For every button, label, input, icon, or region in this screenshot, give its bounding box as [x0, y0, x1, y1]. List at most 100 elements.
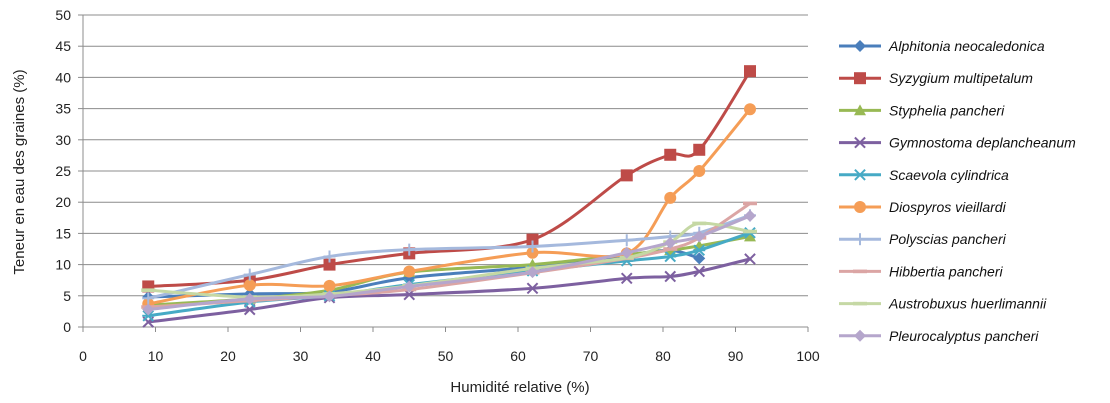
data-point — [403, 243, 416, 256]
axes: 0 5 10 15 20 25 30 35 40 45 50 0 10 20 30 40 50 60 70 80 90 1… — [55, 7, 819, 364]
data-point — [403, 265, 416, 278]
data-point — [526, 240, 539, 253]
data-point — [323, 250, 336, 263]
y-tick-label: 5 — [63, 288, 71, 304]
legend-entry: Gymnostoma deplancheanum — [839, 135, 1076, 151]
data-point — [664, 148, 677, 161]
data-point — [403, 280, 416, 293]
legend-entry: Scaevola cylindrica — [839, 167, 1009, 183]
y-tick-label: 50 — [55, 7, 71, 23]
data-point — [323, 290, 336, 303]
data-point — [526, 246, 539, 259]
y-tick-label: 0 — [63, 319, 71, 335]
y-tick-label: 35 — [55, 101, 71, 117]
x-tick-label: 10 — [148, 348, 164, 364]
legend-label: Styphelia pancheri — [889, 102, 1005, 118]
legend-entry: Austrobuxus huerlimannii — [839, 296, 1047, 312]
x-tick-label: 60 — [510, 348, 526, 364]
data-point — [526, 266, 539, 279]
x-tick-label: 40 — [365, 348, 381, 364]
series-line — [146, 107, 752, 306]
legend-marker — [854, 72, 866, 85]
series-lines — [141, 65, 757, 328]
x-tick-label: 80 — [655, 348, 671, 364]
legend-entry: Syzygium multipetalum — [839, 70, 1033, 86]
data-point-stroke — [620, 272, 633, 285]
legend-label: Alphitonia neocaledonica — [888, 38, 1045, 54]
x-tick-label: 100 — [796, 348, 820, 364]
data-point — [323, 258, 336, 271]
data-point — [663, 247, 678, 251]
legend-marker — [854, 201, 866, 213]
y-tick-label: 40 — [55, 69, 71, 85]
legend-marker — [854, 329, 866, 342]
data-point — [744, 253, 756, 265]
data-point — [693, 244, 706, 257]
series-6 — [142, 209, 756, 305]
legend-label: Diospyros vieillardi — [889, 199, 1007, 215]
y-tick-label: 10 — [55, 257, 71, 273]
data-point — [142, 303, 155, 316]
legend-label: Hibbertia pancheri — [889, 263, 1004, 279]
legend: Alphitonia neocaledonica Syzygium multipe… — [839, 38, 1076, 344]
data-point — [692, 221, 707, 226]
data-point — [243, 292, 256, 305]
data-point — [323, 279, 336, 292]
data-point — [693, 143, 706, 156]
x-tick-label: 30 — [293, 348, 309, 364]
legend-entry: Pleurocalyptus pancheri — [839, 328, 1039, 344]
data-point — [620, 246, 633, 259]
data-point — [693, 265, 706, 278]
data-point — [744, 103, 756, 116]
y-axis-title: Teneur en eau des graines (%) — [11, 69, 28, 274]
x-tick-label: 20 — [220, 348, 236, 364]
legend-label: Polyscias pancheri — [889, 231, 1007, 247]
legend-label: Austrobuxus huerlimannii — [888, 296, 1047, 312]
data-point — [526, 282, 539, 295]
x-tick-label: 90 — [728, 348, 744, 364]
data-point — [744, 65, 756, 78]
data-point — [693, 165, 706, 177]
legend-marker — [854, 168, 866, 181]
legend-marker — [854, 233, 866, 246]
x-tick-label: 70 — [583, 348, 599, 364]
y-tick-label: 25 — [55, 163, 71, 179]
data-point — [142, 292, 155, 305]
data-point — [744, 209, 756, 222]
legend-label: Syzygium multipetalum — [889, 70, 1033, 86]
x-tick-label: 50 — [438, 348, 454, 364]
series-line — [146, 214, 752, 312]
data-point — [243, 268, 256, 281]
legend-marker — [854, 104, 866, 116]
series-line — [146, 213, 752, 300]
legend-marker — [854, 136, 866, 149]
legend-marker-stroke — [854, 136, 866, 149]
data-point — [743, 229, 757, 234]
legend-label: Scaevola cylindrica — [889, 167, 1009, 183]
legend-entry: Polyscias pancheri — [839, 231, 1007, 247]
data-point — [664, 270, 677, 283]
legend-marker — [854, 40, 866, 52]
data-point — [664, 250, 677, 263]
x-axis-title: Humidité relative (%) — [450, 379, 589, 396]
series-line — [146, 257, 752, 324]
legend-label: Pleurocalyptus pancheri — [889, 328, 1039, 344]
data-point — [743, 201, 757, 206]
legend-entry: Styphelia pancheri — [839, 102, 1005, 118]
data-point-stroke — [693, 265, 706, 278]
data-point — [141, 288, 156, 292]
data-point — [664, 191, 677, 204]
y-tick-label: 30 — [55, 132, 71, 148]
legend-entry: Diospyros vieillardi — [839, 199, 1007, 215]
legend-entry: Alphitonia neocaledonica — [839, 38, 1045, 54]
data-point — [664, 236, 677, 249]
x-tick-label: 0 — [79, 348, 87, 364]
legend-marker — [853, 301, 867, 306]
data-point-stroke — [526, 282, 539, 295]
series-line — [146, 69, 752, 288]
data-point — [243, 279, 256, 292]
data-point — [693, 252, 706, 265]
legend-entry: Hibbertia pancheri — [839, 263, 1004, 279]
y-tick-label: 45 — [55, 38, 71, 54]
